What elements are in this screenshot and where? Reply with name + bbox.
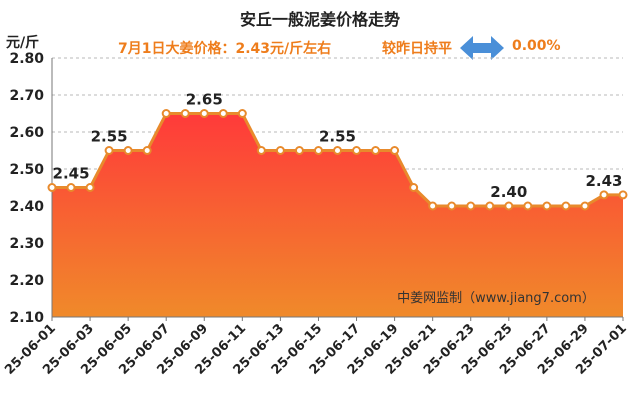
- data-point: [371, 146, 381, 155]
- data-point: [580, 201, 590, 211]
- data-point: [618, 190, 628, 200]
- data-point: [466, 201, 476, 211]
- data-point: [85, 183, 95, 192]
- data-point: [485, 201, 495, 211]
- data-label: 2.43: [585, 172, 622, 190]
- data-point: [47, 183, 57, 192]
- data-point: [66, 183, 76, 192]
- data-label: 2.40: [490, 183, 527, 201]
- y-tick-label: 2.30: [9, 236, 44, 252]
- data-point: [333, 146, 342, 155]
- data-point: [504, 201, 514, 211]
- data-point: [523, 201, 533, 211]
- data-point: [599, 190, 609, 200]
- data-point: [542, 201, 552, 211]
- y-tick-label: 2.80: [9, 51, 44, 67]
- watermark: 中姜网监制（www.jiang7.com）: [397, 291, 595, 306]
- data-point: [409, 183, 419, 192]
- data-label: 2.65: [186, 91, 223, 109]
- chart-title: 安丘一般泥姜价格走势: [239, 10, 400, 29]
- data-point: [275, 146, 285, 155]
- data-point: [294, 146, 304, 155]
- double-arrow-icon: [460, 36, 504, 60]
- data-point: [352, 146, 362, 155]
- data-point: [218, 109, 228, 118]
- data-point: [123, 146, 133, 155]
- y-tick-label: 2.60: [9, 125, 44, 141]
- y-tick-label: 2.20: [9, 273, 44, 289]
- price-summary: 7月1日大姜价格：2.43元/斤左右 较昨日持平 0.00%: [0, 38, 640, 58]
- data-label: 2.55: [91, 128, 128, 146]
- y-unit-label: 元/斤: [6, 35, 40, 51]
- change-value: 0.00%: [512, 38, 561, 54]
- data-point: [313, 146, 323, 155]
- data-point: [561, 201, 571, 211]
- data-point: [428, 201, 438, 211]
- price-area: [52, 113, 623, 317]
- y-tick-label: 2.40: [9, 199, 44, 215]
- data-label: 2.55: [319, 128, 356, 146]
- data-point: [390, 146, 400, 155]
- data-point: [447, 201, 457, 211]
- data-label: 2.45: [53, 165, 90, 183]
- data-point: [180, 109, 190, 118]
- y-tick-label: 2.50: [9, 162, 44, 178]
- y-tick-label: 2.10: [9, 310, 44, 326]
- data-point: [199, 109, 209, 118]
- price-note: 7月1日大姜价格：2.43元/斤左右: [118, 41, 332, 57]
- y-tick-label: 2.70: [9, 88, 44, 104]
- change-label: 较昨日持平: [382, 41, 452, 57]
- data-point: [104, 146, 114, 155]
- data-point: [142, 146, 152, 155]
- data-point: [161, 109, 171, 118]
- data-point: [256, 146, 266, 155]
- data-point: [237, 109, 247, 118]
